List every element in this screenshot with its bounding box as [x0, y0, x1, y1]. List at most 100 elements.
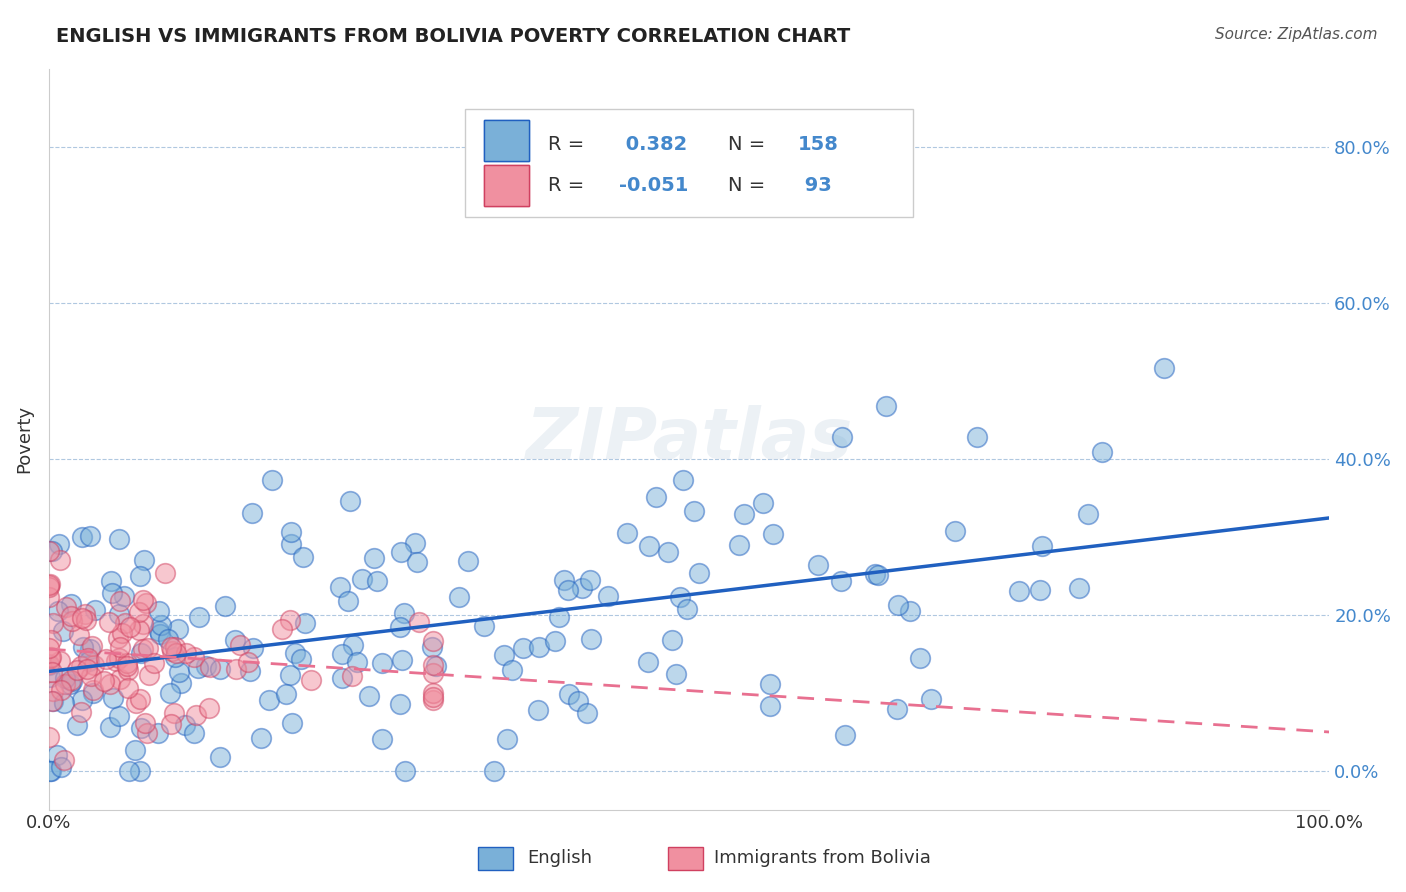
Point: [186, 708, 208, 723]
Point: [966, 430, 988, 444]
Point: [129, 691, 152, 706]
Point: [55, 599, 77, 614]
Point: [48, 537, 70, 551]
Point: [41, 665, 63, 680]
Point: [404, 535, 426, 549]
Point: [236, 655, 259, 669]
Point: [886, 702, 908, 716]
Text: R =: R =: [548, 176, 591, 195]
Point: [148, 624, 170, 638]
Point: [512, 640, 534, 655]
Point: [274, 687, 297, 701]
Point: [250, 731, 273, 745]
Point: [527, 703, 550, 717]
Point: [135, 726, 157, 740]
Point: [117, 663, 139, 677]
Point: [160, 643, 183, 657]
Point: [39, 764, 62, 778]
Point: [496, 732, 519, 747]
Point: [42, 684, 65, 698]
Point: [80, 669, 103, 683]
Point: [155, 566, 177, 580]
Point: [492, 648, 515, 662]
Point: [146, 726, 169, 740]
Point: [198, 701, 221, 715]
Point: [107, 631, 129, 645]
Point: [422, 692, 444, 706]
Point: [108, 607, 131, 621]
Point: [240, 506, 263, 520]
Point: [53, 677, 76, 691]
Point: [142, 657, 165, 671]
Point: [76, 663, 98, 677]
Point: [339, 493, 361, 508]
Point: [165, 646, 187, 660]
Point: [472, 619, 495, 633]
Point: [52, 624, 75, 638]
Point: [39, 764, 62, 778]
Text: ENGLISH VS IMMIGRANTS FROM BOLIVIA POVERTY CORRELATION CHART: ENGLISH VS IMMIGRANTS FROM BOLIVIA POVER…: [56, 27, 851, 45]
Point: [135, 596, 157, 610]
Text: English: English: [527, 849, 592, 867]
Point: [114, 615, 136, 630]
Point: [41, 633, 63, 648]
Point: [329, 580, 352, 594]
Point: [280, 537, 302, 551]
Point: [392, 606, 415, 620]
Point: [208, 662, 231, 676]
Point: [281, 715, 304, 730]
Point: [49, 553, 72, 567]
Point: [115, 656, 138, 670]
Text: R =: R =: [548, 136, 591, 154]
Point: [112, 589, 135, 603]
Point: [887, 598, 910, 612]
Point: [1077, 507, 1099, 521]
Point: [60, 614, 83, 628]
Point: [332, 648, 354, 662]
Point: [156, 632, 179, 647]
Point: [425, 659, 447, 673]
Point: [299, 673, 322, 687]
Point: [72, 693, 94, 707]
Point: [557, 583, 579, 598]
Point: [1028, 582, 1050, 597]
Point: [359, 689, 381, 703]
Point: [41, 694, 63, 708]
Point: [576, 706, 599, 721]
Point: [943, 524, 966, 538]
FancyBboxPatch shape: [484, 165, 529, 206]
Point: [110, 625, 132, 640]
Point: [59, 609, 82, 624]
Point: [501, 664, 523, 678]
Point: [49, 654, 72, 668]
Point: [75, 613, 97, 627]
Text: ZIPatlas: ZIPatlas: [526, 405, 853, 474]
Point: [408, 615, 430, 630]
Point: [41, 544, 63, 558]
Y-axis label: Poverty: Poverty: [15, 405, 32, 473]
Point: [108, 532, 131, 546]
Point: [38, 580, 60, 594]
Point: [1031, 539, 1053, 553]
Point: [366, 574, 388, 588]
Point: [108, 651, 131, 665]
Point: [388, 697, 411, 711]
Point: [567, 694, 589, 708]
Point: [482, 764, 505, 778]
Point: [160, 717, 183, 731]
Point: [187, 661, 209, 675]
Point: [132, 593, 155, 607]
Point: [59, 597, 82, 611]
Point: [868, 568, 890, 582]
Point: [38, 730, 60, 744]
Point: [134, 715, 156, 730]
Point: [195, 659, 218, 673]
Point: [80, 639, 103, 653]
Point: [420, 640, 443, 654]
Point: [394, 764, 416, 778]
Point: [128, 605, 150, 619]
FancyBboxPatch shape: [484, 120, 529, 161]
Point: [406, 555, 429, 569]
Point: [84, 603, 107, 617]
Point: [558, 687, 581, 701]
